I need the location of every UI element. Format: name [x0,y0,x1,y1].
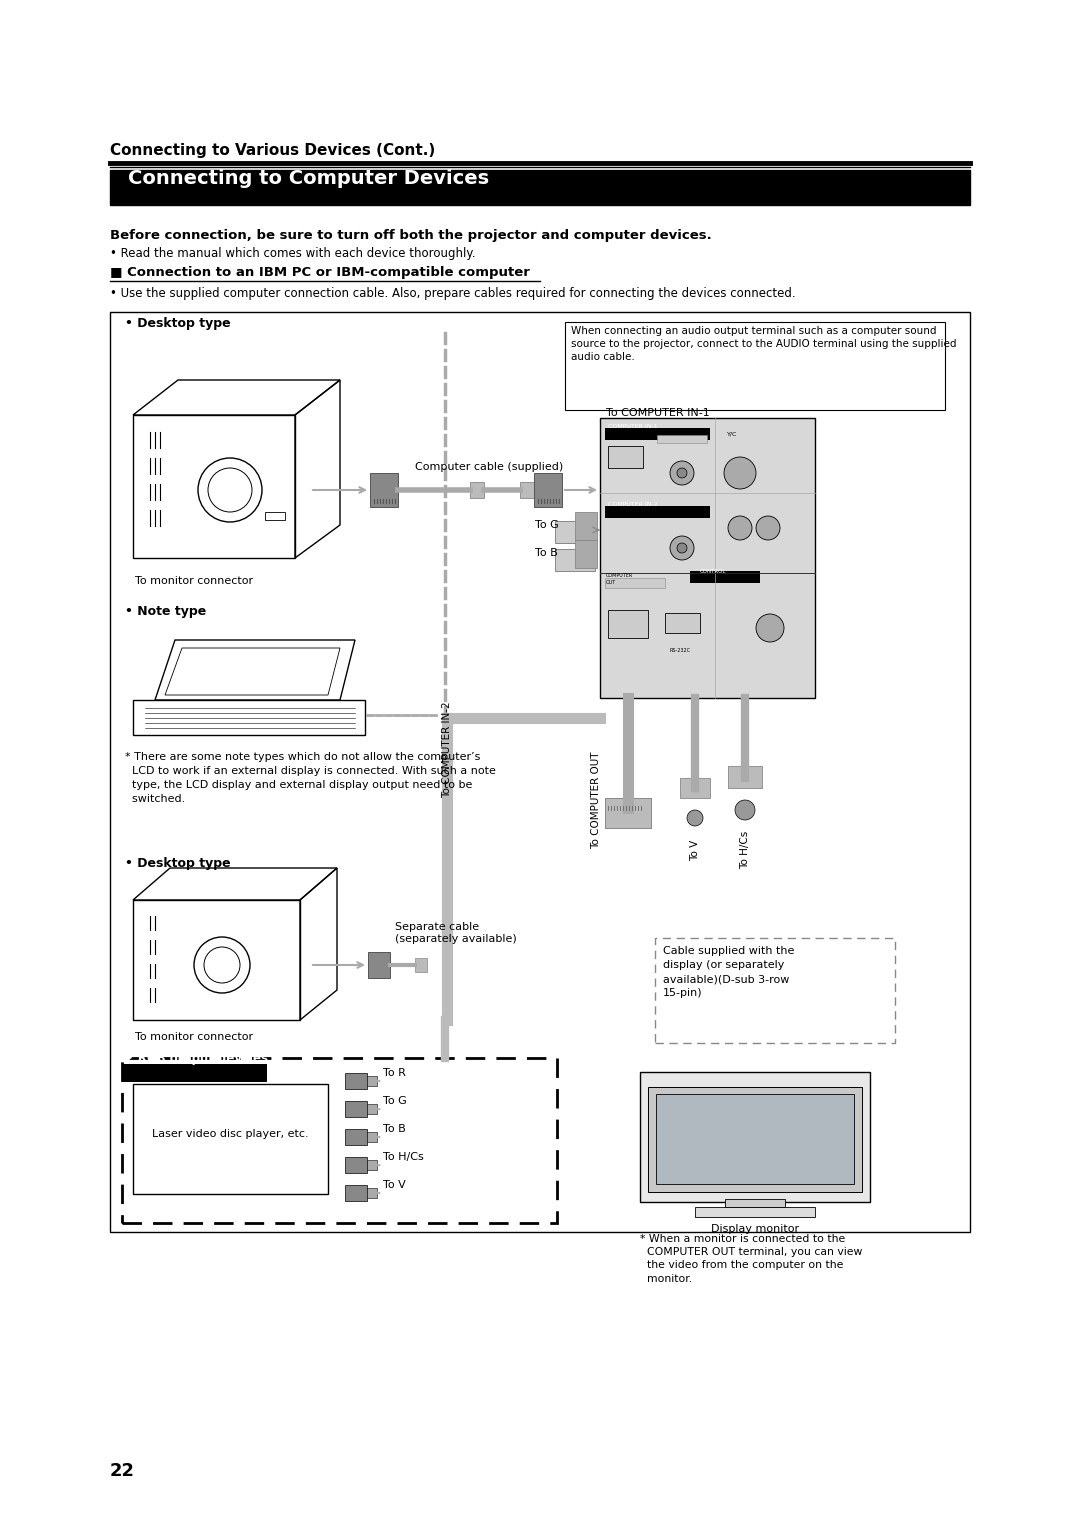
Bar [555,549,595,571]
Text: To H/Cs: To H/Cs [740,831,750,869]
Text: COMPUTER IN-2: COMPUTER IN-2 [608,503,658,507]
Bar [122,1063,267,1082]
Text: * When a monitor is connected to the
  COMPUTER OUT terminal, you can view
  the: * When a monitor is connected to the COM… [640,1235,862,1284]
Circle shape [735,801,755,821]
Text: To G: To G [535,520,558,530]
Bar [265,512,285,520]
Bar [122,1057,557,1222]
Text: * There are some note types which do not allow the computer’s
  LCD to work if a: * There are some note types which do not… [125,752,496,804]
Text: To COMPUTER IN-2: To COMPUTER IN-2 [442,701,453,798]
Bar [640,1073,870,1203]
Bar [367,1105,377,1114]
Bar [110,312,970,1232]
Bar [605,428,710,440]
Text: When connecting an audio output terminal such as a computer sound
source to the : When connecting an audio output terminal… [571,325,957,362]
Bar [110,170,970,205]
Bar [690,571,760,584]
Text: RS-232C: RS-232C [670,648,691,652]
Bar [575,539,597,568]
Bar [608,610,648,639]
Bar [368,952,390,978]
Text: To monitor connector: To monitor connector [135,1031,253,1042]
Text: • Desktop type: • Desktop type [125,857,231,869]
Circle shape [670,536,694,559]
Text: To G: To G [383,1096,407,1106]
Text: COMPUTER IN-1: COMPUTER IN-1 [608,423,658,429]
Text: Before connection, be sure to turn off both the projector and computer devices.: Before connection, be sure to turn off b… [110,229,712,241]
Text: Laser video disc player, etc.: Laser video disc player, etc. [152,1129,309,1138]
Text: OUT: OUT [606,581,617,585]
Bar [470,481,484,498]
Bar [345,1102,367,1117]
Bar [657,435,707,443]
Bar [575,512,597,539]
Bar [696,1207,815,1216]
Bar [345,1129,367,1144]
Text: To monitor connector: To monitor connector [135,576,253,587]
Bar [600,419,815,698]
Text: Separate cable
(separately available): Separate cable (separately available) [395,923,516,944]
Text: COMPUTER: COMPUTER [606,573,633,578]
Text: To COMPUTER IN-1: To COMPUTER IN-1 [606,408,710,419]
Bar [654,938,895,1044]
Bar [367,1187,377,1198]
Text: • Desktop type: • Desktop type [125,316,231,330]
Circle shape [677,468,687,478]
Text: To COMPUTER OUT: To COMPUTER OUT [591,752,600,848]
Text: To B: To B [383,1125,406,1134]
Bar [728,766,762,788]
Bar [519,481,534,498]
Text: • Note type: • Note type [125,605,206,617]
Bar [415,958,427,972]
Text: Computer cable (supplied): Computer cable (supplied) [415,461,564,472]
Circle shape [756,614,784,642]
Bar [367,1076,377,1086]
Bar [608,446,643,468]
Circle shape [677,542,687,553]
Bar [555,521,595,542]
Circle shape [728,516,752,539]
Bar [345,1073,367,1089]
Text: Y/C: Y/C [727,431,738,435]
Circle shape [670,461,694,484]
Bar [370,474,399,507]
Text: Connecting to Various Devices (Cont.): Connecting to Various Devices (Cont.) [110,144,435,157]
Bar [665,613,700,633]
Text: • Read the manual which comes with each device thoroughly.: • Read the manual which comes with each … [110,248,475,260]
Circle shape [687,810,703,827]
Text: Display monitor: Display monitor [711,1224,799,1235]
Text: 22: 22 [110,1462,135,1481]
Circle shape [756,516,780,539]
Text: To V: To V [690,839,700,860]
Bar [565,322,945,410]
Text: • RGB output devices: • RGB output devices [126,1051,268,1065]
Text: Cable supplied with the
display (or separately
available)(D-sub 3-row
15-pin): Cable supplied with the display (or sepa… [663,946,795,998]
Text: To R: To R [383,1068,406,1077]
Bar [648,1086,862,1192]
Text: To H/Cs: To H/Cs [383,1152,423,1161]
Bar [680,778,710,798]
Bar [133,1083,328,1193]
Bar [534,474,562,507]
Text: Connecting to Computer Devices: Connecting to Computer Devices [129,170,489,188]
Circle shape [724,457,756,489]
Bar [656,1094,854,1184]
Bar [725,1199,785,1207]
Text: CONTROL: CONTROL [700,568,727,575]
Bar [345,1186,367,1201]
Bar [345,1157,367,1174]
Text: To V: To V [383,1180,406,1190]
Text: AUDIO: AUDIO [660,431,678,435]
Text: To B: To B [535,549,557,558]
Bar [605,506,710,518]
Text: • Use the supplied computer connection cable. Also, prepare cables required for : • Use the supplied computer connection c… [110,287,796,299]
Bar [605,578,665,588]
Bar [605,798,651,828]
Bar [367,1160,377,1170]
Bar [367,1132,377,1141]
Text: ■ Connection to an IBM PC or IBM-compatible computer: ■ Connection to an IBM PC or IBM-compati… [110,266,530,280]
